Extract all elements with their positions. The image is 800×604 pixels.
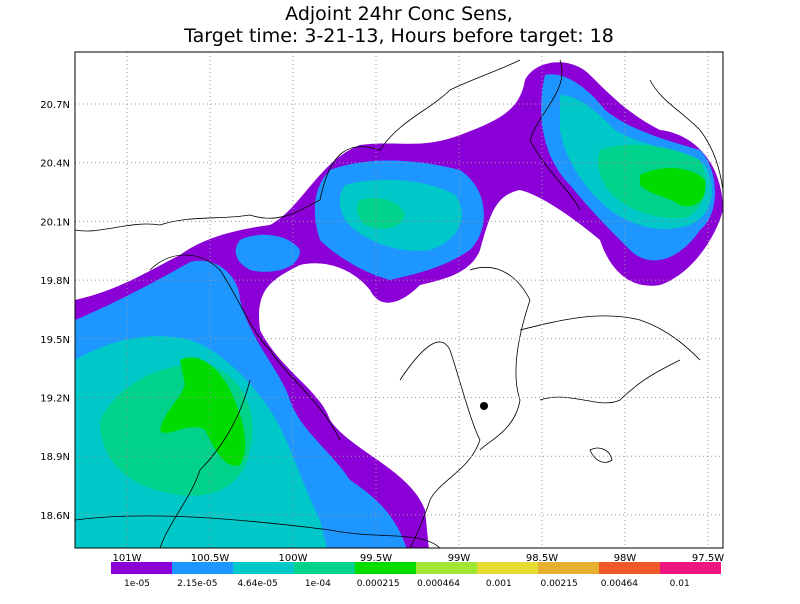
colorbar-label: 0.00215 — [540, 579, 577, 589]
colorbar-label: 2.15e-05 — [177, 579, 217, 589]
lat-label: 19.8N — [40, 276, 70, 287]
boundaries — [75, 59, 723, 548]
lon-label: 100W — [279, 553, 308, 564]
lat-label: 18.9N — [40, 452, 70, 463]
colorbar-swatch — [538, 562, 599, 574]
lat-label: 20.7N — [40, 100, 70, 111]
colorbar-swatch — [477, 562, 538, 574]
colorbar-label: 1e-04 — [305, 579, 331, 589]
lon-label: 99W — [448, 553, 471, 564]
plot-frame — [74, 51, 724, 549]
colorbar-label: 0.001 — [486, 579, 512, 589]
colorbar-label: 0.01 — [670, 579, 690, 589]
sensitivity-field — [75, 62, 723, 548]
title-line: Adjoint 24hr Conc Sens, — [285, 3, 513, 25]
lon-label: 99.5W — [360, 553, 392, 564]
lon-label: 101W — [113, 553, 142, 564]
lon-label: 98.5W — [526, 553, 558, 564]
colorbar-label: 0.000215 — [357, 579, 400, 589]
grid: 20.7N 20.4N 20.1N 19.8N 19.5N 19.2N 18.9N 18.6N… — [40, 52, 724, 564]
colorbar-label: 1e-05 — [124, 579, 150, 589]
colorbar: 1e-05 2.15e-05 4.64e-05 1e-04 0.000215 0.0004… — [111, 562, 721, 589]
lat-label: 18.6N — [40, 511, 70, 522]
colorbar-swatch — [416, 562, 477, 574]
colorbar-swatch — [172, 562, 233, 574]
lon-label: 98W — [614, 553, 637, 564]
colorbar-swatch — [599, 562, 660, 574]
title-line: Target time: 3-21-13, Hours before targe… — [183, 25, 614, 47]
lon-label: 97.5W — [692, 553, 724, 564]
colorbar-label: 0.000464 — [417, 579, 460, 589]
target-point — [480, 402, 488, 410]
colorbar-label: 0.00464 — [601, 579, 638, 589]
colorbar-swatch — [294, 562, 355, 574]
lat-label: 19.2N — [40, 394, 70, 405]
lon-label: 100.5W — [191, 553, 230, 564]
lat-label: 20.4N — [40, 159, 70, 170]
lat-label: 20.1N — [40, 217, 70, 228]
lat-label: 19.5N — [40, 335, 70, 346]
colorbar-swatch — [111, 562, 172, 574]
colorbar-swatch — [233, 562, 294, 574]
colorbar-swatch — [660, 562, 721, 574]
colorbar-swatch — [355, 562, 416, 574]
colorbar-label: 4.64e-05 — [237, 579, 277, 589]
